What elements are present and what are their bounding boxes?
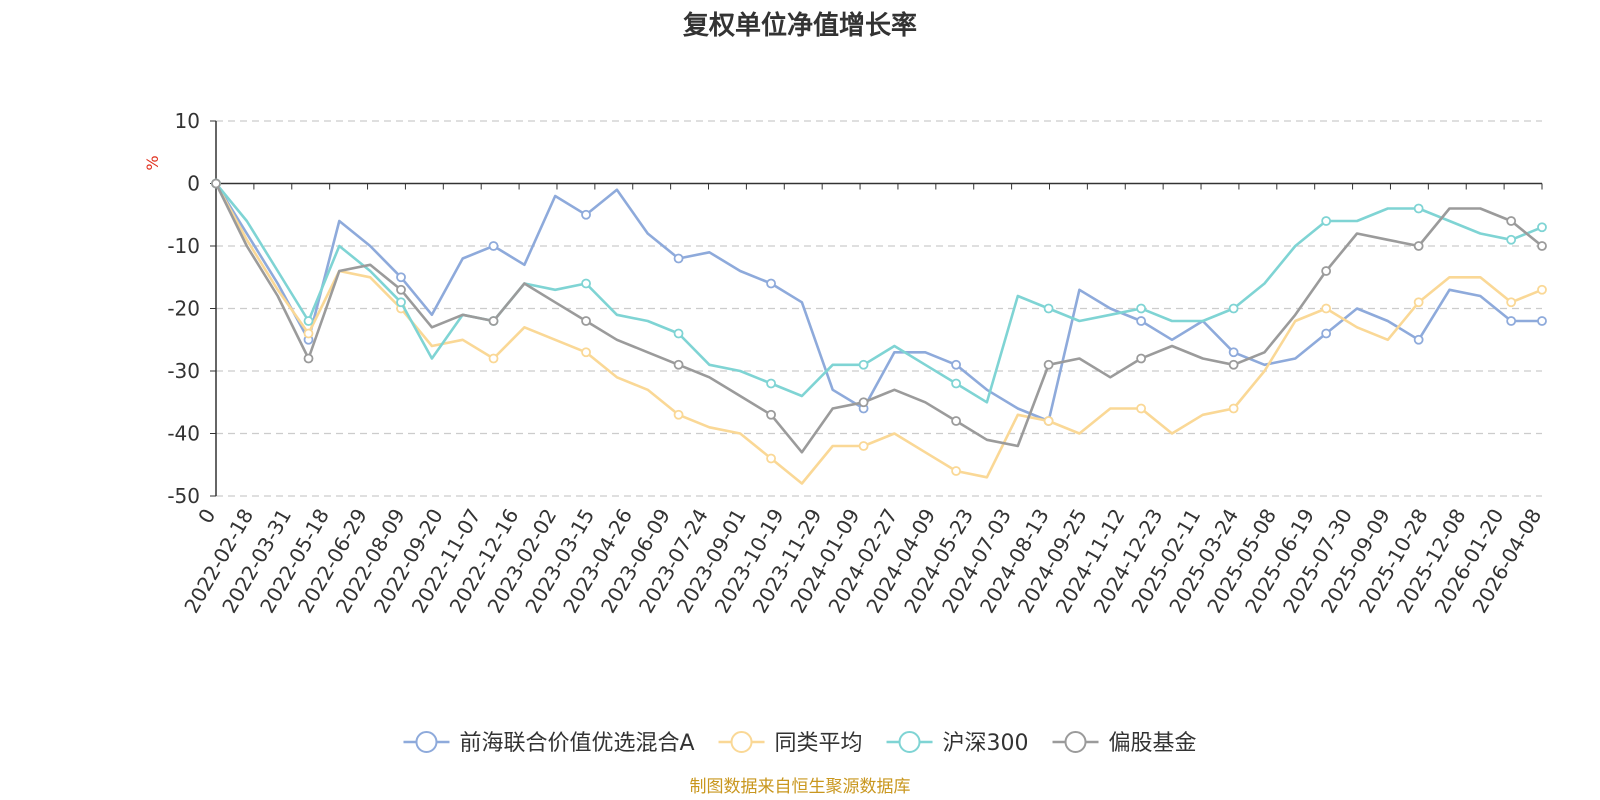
data-point [1043, 359, 1054, 370]
data-point [1136, 353, 1147, 364]
data-point [303, 353, 314, 364]
series-line [214, 182, 1543, 485]
legend-item[interactable]: 偏股基金 [1052, 731, 1197, 756]
legend-marker-icon [415, 731, 438, 753]
data-point [1506, 297, 1517, 308]
data-point [1228, 303, 1239, 314]
series-1 [211, 178, 1547, 426]
series-4 [211, 178, 1547, 454]
data-point [1413, 297, 1424, 308]
data-point [766, 453, 776, 464]
data-point [951, 359, 961, 370]
data-point [766, 378, 776, 389]
chart-title: 复权单位净值增长率 [683, 10, 917, 41]
data-point [581, 278, 591, 289]
data-point [581, 209, 591, 220]
legend-item[interactable]: 同类平均 [718, 731, 863, 756]
data-point [1413, 241, 1424, 251]
y-tick-label: -10 [167, 234, 200, 258]
data-point [673, 409, 684, 420]
legend-item[interactable]: 前海联合价值优选混合A [403, 731, 695, 756]
legend-marker-icon [1064, 731, 1087, 753]
y-tick-label: -20 [167, 297, 200, 321]
axis-layer: 100-10-20-30-40-5002022-02-182022-03-312… [167, 109, 1546, 617]
data-point [766, 278, 776, 289]
data-point [1537, 241, 1547, 251]
y-tick-label: -50 [167, 484, 200, 508]
legend-label: 偏股基金 [1109, 731, 1197, 756]
grid-layer [216, 120, 1542, 497]
x-tick-label: 0 [193, 505, 220, 528]
data-point [673, 253, 684, 264]
data-point [1413, 334, 1424, 345]
legend-marker-icon [730, 731, 753, 753]
data-point [1537, 316, 1547, 326]
data-point [1136, 403, 1147, 414]
data-point [1321, 216, 1332, 226]
data-point [488, 316, 499, 326]
data-point [303, 316, 314, 326]
data-point [1537, 284, 1547, 295]
data-point [1321, 328, 1332, 339]
y-axis-unit: % [143, 155, 162, 170]
series-line [214, 182, 1543, 454]
data-point [1043, 303, 1054, 314]
series-layer [211, 178, 1547, 485]
legend-marker-icon [898, 731, 921, 753]
data-point [581, 347, 591, 358]
data-point [1228, 359, 1239, 370]
data-point [673, 328, 684, 339]
legend-label: 同类平均 [775, 731, 863, 756]
data-point [1506, 216, 1517, 226]
y-tick-label: 0 [187, 172, 200, 196]
data-point [1321, 303, 1332, 314]
data-point [211, 178, 221, 189]
series-line [214, 182, 1542, 423]
data-point [858, 441, 869, 451]
data-point [1321, 266, 1332, 276]
data-point [396, 272, 406, 283]
data-point [1413, 203, 1424, 214]
data-point [858, 359, 869, 370]
y-tick-label: -40 [167, 422, 200, 446]
y-tick-label: 10 [175, 109, 200, 133]
data-point [951, 416, 961, 426]
series-line [214, 182, 1543, 404]
data-point [858, 397, 869, 408]
y-tick-label: -30 [167, 359, 200, 383]
data-point [1136, 303, 1147, 314]
data-point [951, 466, 961, 476]
legend[interactable]: 前海联合价值优选混合A 同类平均 沪深300 偏股基金 [403, 731, 1197, 756]
data-point [488, 241, 499, 251]
data-point [1506, 234, 1517, 245]
data-point [1043, 416, 1054, 426]
data-point [396, 297, 406, 308]
data-point [488, 353, 499, 364]
data-point [951, 378, 961, 389]
data-point [396, 284, 406, 295]
data-point [766, 409, 776, 420]
data-point [303, 328, 314, 339]
data-point [673, 359, 684, 370]
data-point [1537, 222, 1547, 233]
legend-label: 沪深300 [943, 731, 1029, 756]
legend-label: 前海联合价值优选混合A [459, 731, 694, 756]
data-point [1228, 403, 1239, 414]
data-point [581, 316, 591, 326]
data-point [1228, 347, 1239, 358]
series-2 [211, 178, 1547, 485]
data-source-note: 制图数据来自恒生聚源数据库 [690, 777, 911, 797]
data-point [1506, 316, 1517, 326]
legend-item[interactable]: 沪深300 [886, 731, 1029, 756]
data-point [1136, 316, 1147, 326]
